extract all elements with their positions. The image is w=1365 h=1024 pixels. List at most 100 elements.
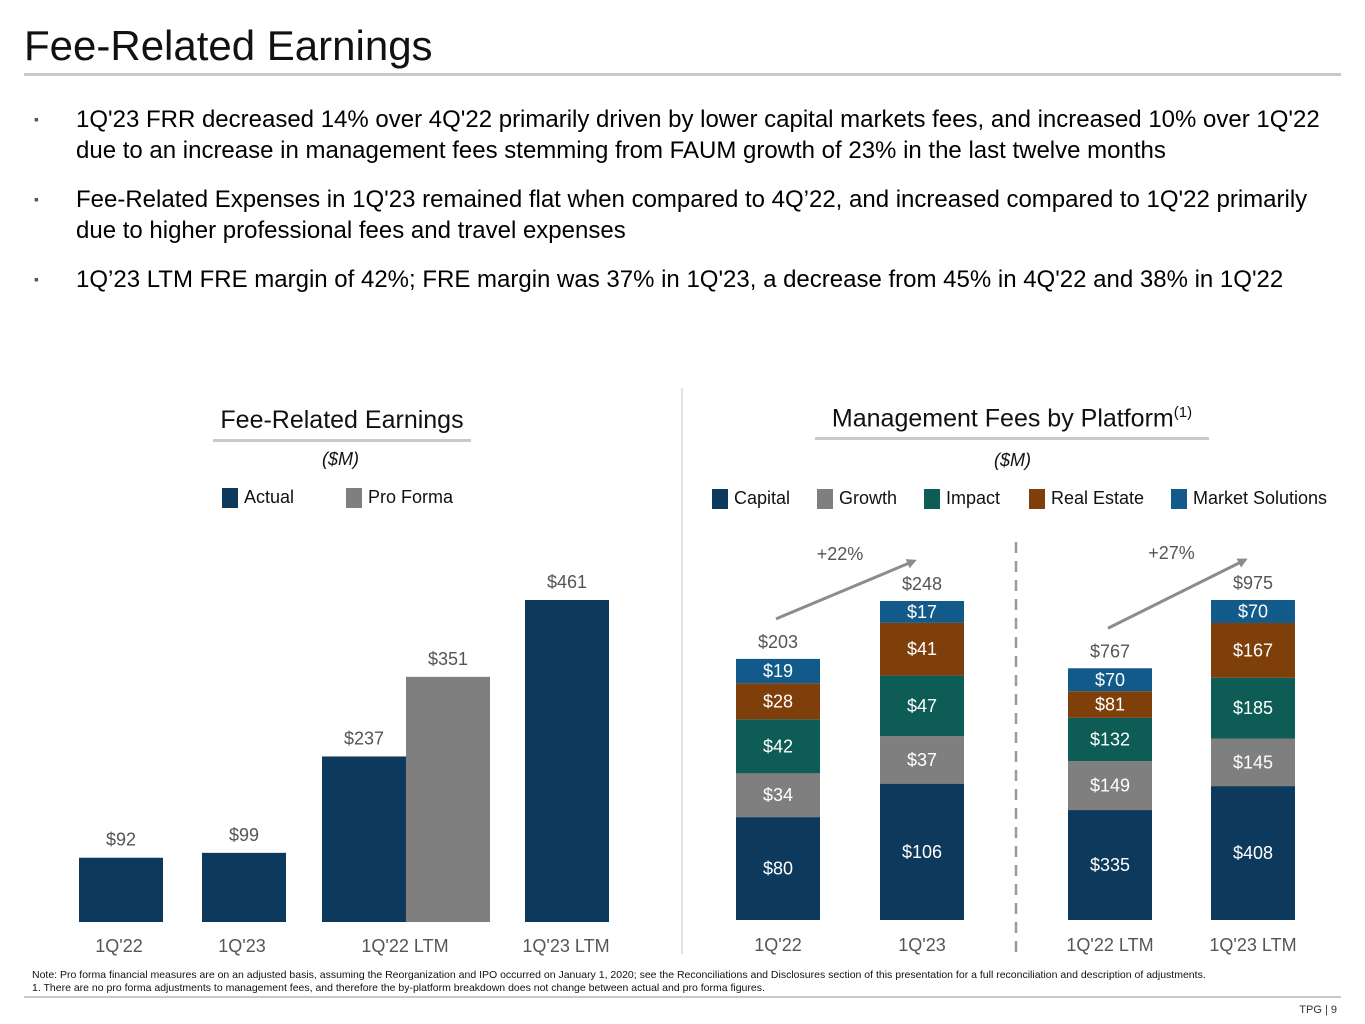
fre-bar-actual [79,857,163,922]
mgmt-bar-segment-market-solutions [1068,668,1152,692]
mgmt-fees-chart-title-text: Management Fees by Platform [831,404,1174,433]
mgmt-category-label: 1Q'22 [754,935,801,955]
fre-bar-actual-label: $92 [106,830,136,850]
mgmt-segment-label: $70 [1095,670,1125,690]
mgmt-bar-segment-impact [736,719,820,774]
bullet-item: ▪ Fee-Related Expenses in 1Q'23 remained … [30,184,1340,246]
fre-chart-title: Fee-Related Earnings [213,406,471,442]
legend-growth: Growth [817,488,897,509]
footer-divider [24,996,1341,998]
fre-bar-actual [525,600,609,922]
mgmt-bar-segment-growth [1068,761,1152,811]
mgmt-segment-label: $41 [907,639,937,659]
mgmt-total-label: $767 [1090,641,1130,661]
mgmt-segment-label: $145 [1233,752,1273,772]
legend-market-solutions-label: Market Solutions [1193,488,1328,508]
mgmt-category-label: 1Q'23 LTM [1209,935,1296,955]
fre-chart: $92 1Q'22 $99 1Q'23 $237 $351 1Q'22 LTM $461 1Q'… [79,572,610,956]
mgmt-segment-label: $70 [1238,601,1268,621]
mgmt-bar-segment-impact [1068,717,1152,762]
fre-bar-actual-label: $99 [229,825,259,845]
fre-category-label: 1Q'23 [218,936,265,956]
mgmt-bar-segment-capital [736,817,820,920]
legend-impact-label: Impact [946,488,1001,508]
mgmt-segment-label: $132 [1090,729,1130,749]
mgmt-bar-segment-capital [1068,810,1152,920]
bullet-text: 1Q'23 FRR decreased 14% over 4Q'22 prima… [76,106,1320,164]
growth-annotation: +22% [817,544,864,564]
footnotes: Note: Pro forma financial measures are o… [32,969,1206,994]
mgmt-total-label: $203 [758,632,798,652]
legend-pro-forma-label: Pro Forma [368,487,454,507]
mgmt-bar-segment-market-solutions [736,658,820,684]
mgmt-segment-label: $80 [763,859,793,879]
growth-annotation: +27% [1148,543,1195,563]
fre-bar-actual-label: $237 [344,728,384,748]
mgmt-fees-chart-unit: ($M) [994,450,1031,470]
fre-bar-actual [322,756,406,922]
legend-actual-swatch [222,487,238,508]
fre-bar-pro-forma [406,676,490,922]
mgmt-bar-segment-real-estate [880,622,964,676]
legend-actual: Actual [222,487,294,508]
charts-divider [681,388,683,954]
legend-real-estate-swatch [1029,488,1045,509]
mgmt-segment-label: $47 [907,696,937,716]
mgmt-bar-segment-real-estate [1068,691,1152,718]
mgmt-bar-segment-capital [1211,786,1295,920]
mgmt-segment-label: $185 [1233,698,1273,718]
fre-category-label: 1Q'22 [95,936,142,956]
page-number: TPG | 9 [1299,1004,1337,1016]
legend-pro-forma-swatch [346,487,362,508]
mgmt-bar-segment-market-solutions [880,601,964,623]
mgmt-category-label: 1Q'23 [898,935,945,955]
mgmt-segment-label: $106 [902,842,942,862]
mgmt-segment-label: $42 [763,736,793,756]
mgmt-bar-segment-market-solutions [1211,600,1295,623]
fre-bar-pro-forma-label: $351 [428,649,468,669]
bullet-marker: ▪ [34,271,39,287]
legend-capital-swatch [712,488,728,509]
bullet-item: ▪ 1Q’23 LTM FRE margin of 42%; FRE margin… [30,264,1340,295]
mgmt-bar-segment-capital [880,783,964,920]
legend-impact-swatch [924,488,940,509]
mgmt-category-label: 1Q'22 LTM [1066,935,1153,955]
fre-bar-actual [202,852,286,922]
legend-pro-forma: Pro Forma [346,487,453,508]
legend-market-solutions: Market Solutions [1171,488,1327,509]
title-divider [24,73,1341,76]
mgmt-bar-segment-growth [1211,738,1295,787]
fre-chart-title-text: Fee-Related Earnings [220,406,464,434]
mgmt-total-label: $248 [902,574,942,594]
mgmt-segment-label: $28 [763,691,793,711]
mgmt-bar-segment-real-estate [736,683,820,720]
mgmt-bar-segment-real-estate [1211,622,1295,678]
growth-arrow [1107,558,1248,630]
legend-actual-label: Actual [244,487,295,507]
mgmt-bar-segment-impact [880,675,964,737]
fre-category-label: 1Q'23 LTM [522,936,609,956]
mgmt-segment-label: $81 [1095,695,1125,715]
page-title: Fee-Related Earnings [24,22,433,69]
mgmt-bar-segment-growth [880,736,964,784]
mgmt-segment-label: $34 [763,785,793,805]
mgmt-segment-label: $149 [1090,776,1130,796]
note-pro-forma: Note: Pro forma financial measures are o… [32,969,1206,981]
mgmt-bar-segment-growth [736,773,820,818]
mgmt-segment-label: $408 [1233,843,1273,863]
legend-real-estate: Real Estate [1029,488,1144,509]
mgmt-fees-footnote-ref: (1) [1173,404,1193,421]
legend-real-estate-label: Real Estate [1051,488,1145,508]
legend-impact: Impact [924,488,1000,509]
bullet-item: ▪ 1Q'23 FRR decreased 14% over 4Q'22 prim… [30,104,1340,166]
mgmt-segment-label: $17 [907,602,937,622]
mgmt-bar-segment-impact [1211,677,1295,739]
fre-bar-actual-label: $461 [547,572,587,592]
bullet-text: Fee-Related Expenses in 1Q'23 remained f… [76,186,1308,244]
legend-market-solutions-swatch [1171,488,1187,509]
legend-growth-label: Growth [839,488,898,508]
fre-chart-unit: ($M) [322,449,359,469]
bullet-text: 1Q’23 LTM FRE margin of 42%; FRE margin … [76,266,1284,293]
mgmt-total-label: $975 [1233,573,1273,593]
